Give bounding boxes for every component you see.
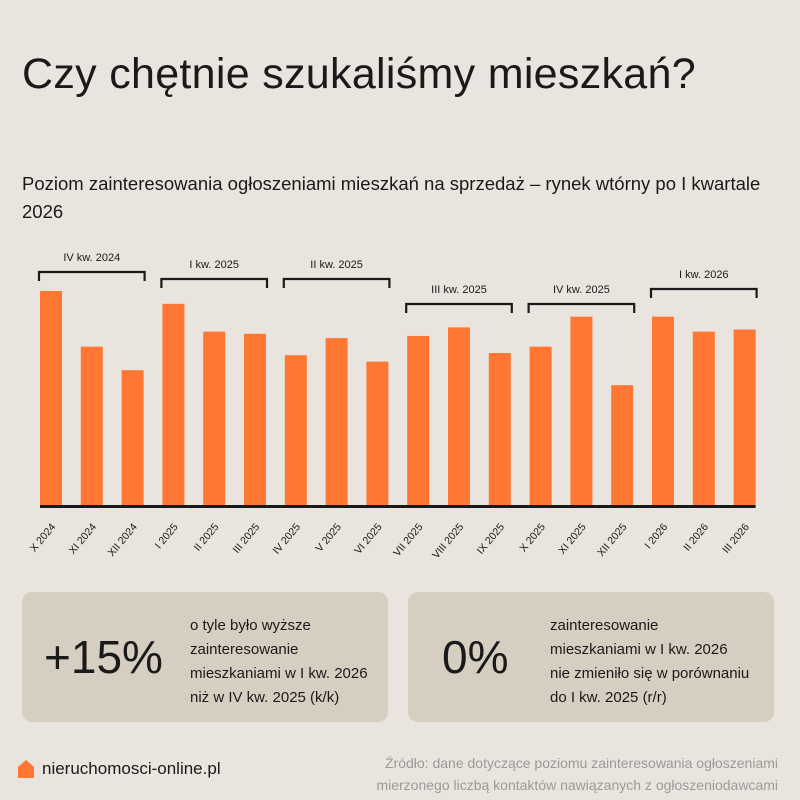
quarter-label: IV kw. 2024 — [63, 252, 120, 264]
quarter-bracket — [282, 277, 391, 288]
quarter-label: III kw. 2025 — [431, 284, 487, 296]
quarter-label: I kw. 2025 — [189, 259, 239, 271]
quarter-bracket — [649, 287, 758, 298]
x-tick-label: XII 2024 — [106, 521, 140, 559]
stat-value: +15% — [44, 631, 163, 683]
quarter-bracket — [527, 302, 636, 313]
page-title: Czy chętnie szukaliśmy mieszkań? — [22, 50, 696, 98]
bar — [448, 327, 470, 505]
bar — [692, 331, 715, 505]
stat-value: 0% — [442, 631, 509, 683]
brand-logo[interactable]: nieruchomosci-online.pl — [18, 759, 221, 779]
bar — [162, 303, 185, 505]
stat-panel-qoq: +15% o tyle było wyższe zainteresowanie … — [22, 592, 388, 722]
stat-line: mieszkaniami w I kw. 2026 — [550, 641, 728, 658]
stat-line: niż w IV kw. 2025 (k/k) — [190, 689, 340, 706]
bar — [80, 346, 103, 505]
source-note: Źródło: dane dotyczące poziomu zainteres… — [338, 752, 778, 796]
x-tick-label: VII 2025 — [391, 521, 425, 559]
bar — [244, 333, 266, 505]
stat-line: do I kw. 2025 (r/r) — [550, 689, 667, 706]
x-tick-label: II 2026 — [681, 521, 711, 553]
bar — [570, 316, 593, 505]
x-tick-label: I 2025 — [153, 521, 181, 551]
subtitle: Poziom zainteresowania ogłoszeniami mies… — [22, 173, 761, 222]
stat-description: zainteresowanie mieszkaniami w I kw. 202… — [550, 614, 750, 710]
quarter-label: IV kw. 2025 — [553, 284, 610, 296]
bar — [284, 355, 307, 505]
stat-line: zainteresowanie — [190, 641, 299, 658]
bar — [325, 338, 348, 505]
quarter-label: I kw. 2026 — [679, 269, 729, 281]
bar — [203, 331, 226, 505]
quarter-bracket — [37, 270, 146, 281]
x-tick-label: IV 2025 — [271, 521, 304, 557]
quarter-bracket — [160, 277, 269, 288]
x-tick-label: X 2025 — [517, 521, 548, 554]
quarter-bracket — [405, 302, 513, 313]
stat-line: nie zmieniło się w porównaniu — [550, 665, 750, 682]
x-tick-label: IX 2025 — [475, 521, 508, 557]
bar — [733, 329, 756, 505]
x-tick-label: VIII 2025 — [430, 521, 466, 561]
stat-description: o tyle było wyższe zainteresowanie miesz… — [190, 614, 390, 710]
stat-line: mieszkaniami w I kw. 2026 — [190, 665, 368, 682]
bar — [652, 316, 674, 505]
brand-name: nieruchomosci-online.pl — [42, 759, 221, 778]
x-tick-label: XII 2025 — [595, 521, 629, 559]
x-tick-label: V 2025 — [313, 521, 344, 554]
x-tick-label: I 2026 — [642, 521, 670, 551]
stat-panel-yoy: 0% zainteresowanie mieszkaniami w I kw. … — [408, 592, 774, 722]
bar — [611, 385, 634, 505]
stat-line: o tyle było wyższe — [190, 617, 311, 634]
quarter-label: II kw. 2025 — [310, 259, 363, 271]
bar-chart: X 2024 XI 2024 XII 2024 I 2025 II 2025 III 20… — [28, 252, 758, 561]
stat-line: zainteresowanie — [550, 617, 659, 634]
bar — [40, 291, 62, 505]
x-tick-label: VI 2025 — [352, 521, 385, 557]
x-tick-label: II 2025 — [192, 521, 222, 553]
bar — [407, 335, 430, 505]
bar — [121, 370, 144, 505]
source-line: mierzonego liczbą kontaktów nawiązanych … — [376, 777, 778, 793]
bar — [529, 346, 552, 505]
x-tick-label: III 2025 — [231, 521, 263, 556]
house-icon — [18, 760, 34, 778]
bar — [488, 353, 511, 505]
x-tick-label: XI 2024 — [67, 521, 100, 557]
bar — [366, 361, 389, 505]
x-tick-label: XI 2025 — [556, 521, 589, 557]
x-tick-label: III 2026 — [720, 521, 752, 556]
x-tick-label: X 2024 — [28, 521, 59, 554]
source-line: Źródło: dane dotyczące poziomu zainteres… — [385, 755, 778, 771]
